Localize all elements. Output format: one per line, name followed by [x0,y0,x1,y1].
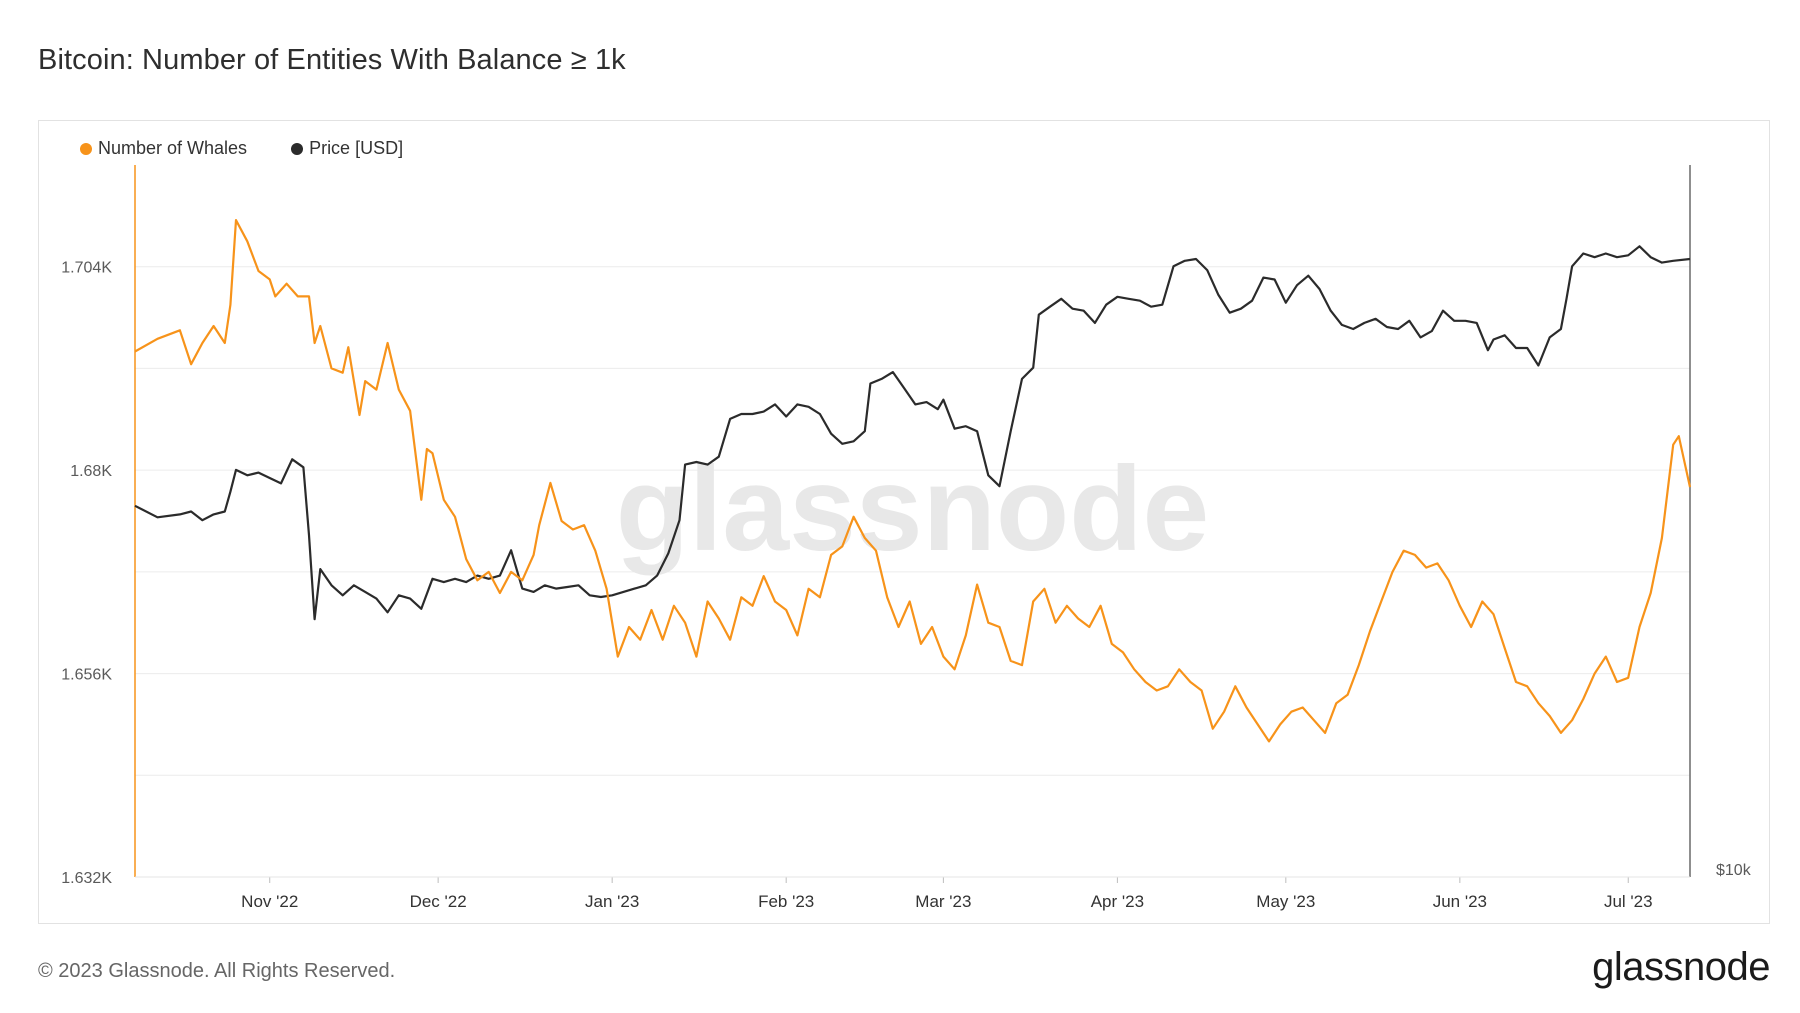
legend-label-price: Price [USD] [309,138,404,158]
y-tick-label-2: 1.68K [70,463,112,480]
chart-frame [38,120,1770,924]
x-tick-label-2: Jan '23 [585,892,639,911]
y-right-tick-label-0: $10k [1716,862,1752,879]
x-tick-label-0: Nov '22 [241,892,298,911]
legend-dot-whales [80,142,92,155]
x-tick-label-1: Dec '22 [410,892,467,911]
y-tick-label-0: 1.632K [61,870,112,887]
legend-dot-price [291,142,304,155]
copyright-text: © 2023 Glassnode. All Rights Reserved. [38,960,396,982]
brand-logo: glassnode [1592,945,1770,989]
x-tick-label-3: Feb '23 [758,892,814,911]
x-tick-label-6: May '23 [1256,892,1315,911]
x-tick-label-7: Jun '23 [1433,892,1487,911]
x-tick-label-5: Apr '23 [1091,892,1144,911]
whales-line [134,219,1692,743]
x-tick-label-8: Jul '23 [1604,892,1653,911]
legend-item-price[interactable]: Price [USD] [291,138,403,159]
chart-legend: Number of Whales Price [USD] [80,138,403,159]
x-tick-label-4: Mar '23 [915,892,971,911]
y-tick-label-3: 1.704K [61,260,112,277]
watermark-text: glassnode [616,442,1210,576]
chart-title: Bitcoin: Number of Entities With Balance… [38,44,626,76]
legend-item-whales[interactable]: Number of Whales [80,138,247,159]
legend-label-whales: Number of Whales [98,138,248,158]
y-tick-label-1: 1.656K [61,667,112,684]
price-line [134,245,1691,621]
